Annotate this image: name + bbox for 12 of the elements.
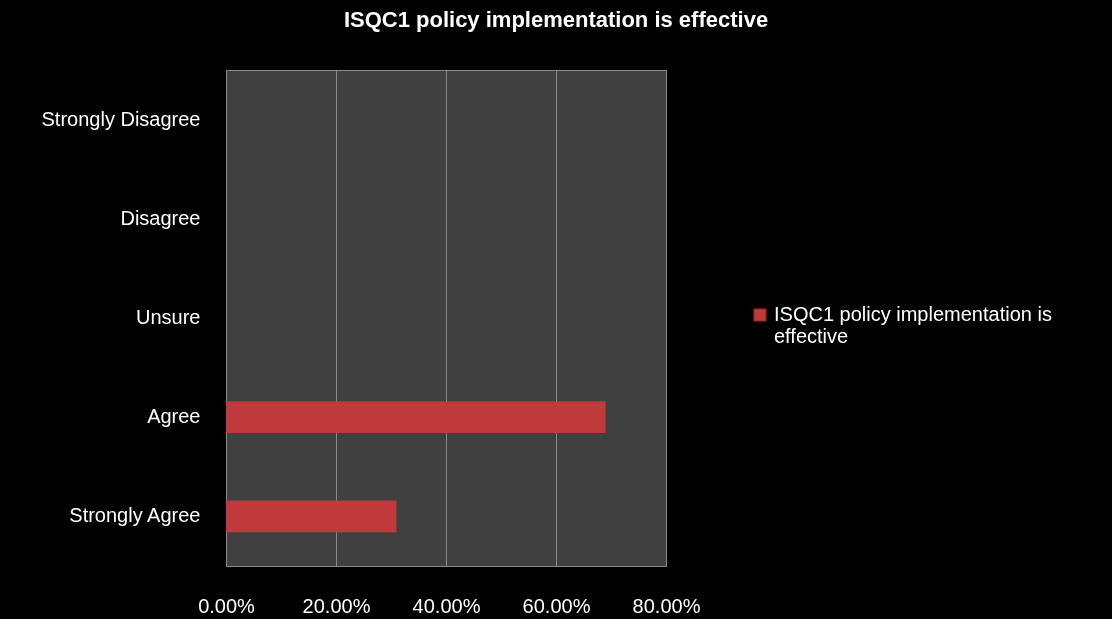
y-tick-label: Disagree xyxy=(120,206,201,229)
chart-title: ISQC1 policy implementation is effective xyxy=(343,7,769,32)
x-tick-label: 60.00% xyxy=(522,594,591,617)
y-tick-label: Agree xyxy=(147,405,201,428)
y-tick-label: Strongly Disagree xyxy=(41,107,201,130)
legend-label: ISQC1 policy implementation is effective xyxy=(774,303,1052,347)
x-tick-label: 20.00% xyxy=(302,594,371,617)
x-tick-label: 0.00% xyxy=(198,594,256,617)
y-tick-label: Strongly Agree xyxy=(69,504,201,527)
x-tick-label: 40.00% xyxy=(412,594,481,617)
x-tick-label: 80.00% xyxy=(632,594,701,617)
y-tick-label: Unsure xyxy=(136,306,201,328)
